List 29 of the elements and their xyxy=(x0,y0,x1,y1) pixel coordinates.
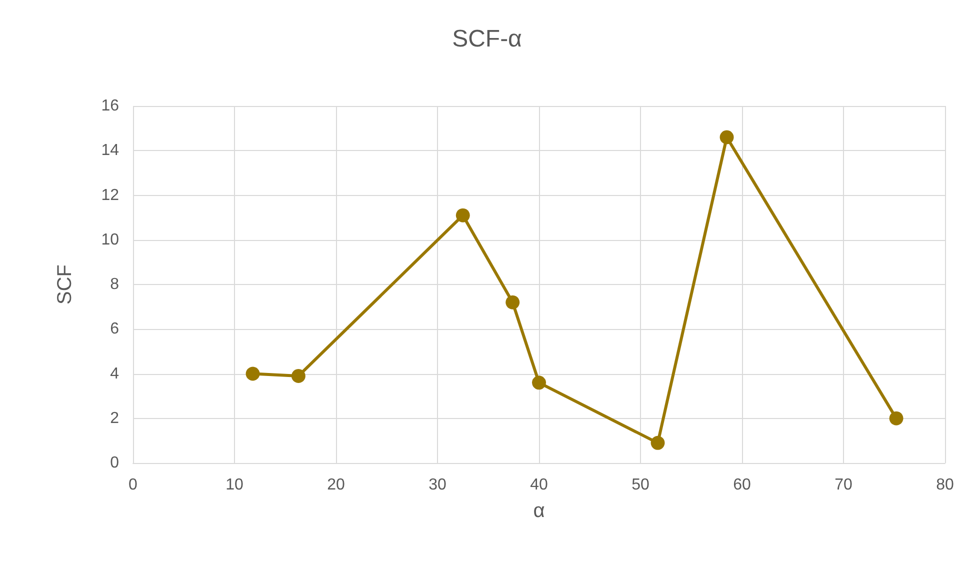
point xyxy=(889,411,904,426)
point xyxy=(291,368,306,383)
y-axis-title: SCF xyxy=(54,264,76,304)
point xyxy=(246,366,260,381)
y-tick-label: 0 xyxy=(110,454,120,472)
y-tick-label: 6 xyxy=(110,320,120,338)
x-tick-label: 0 xyxy=(128,476,138,494)
y-tick-label: 4 xyxy=(110,365,120,382)
y-tick-label: 14 xyxy=(101,142,120,160)
chart-title: SCF-α xyxy=(452,26,522,52)
x-tick-label: 10 xyxy=(226,476,244,494)
x-tick-label: 60 xyxy=(733,476,751,494)
y-tick-label: 8 xyxy=(110,276,120,293)
point xyxy=(506,295,520,310)
y-tick-label: 16 xyxy=(101,98,120,114)
x-tick-label: 20 xyxy=(327,476,345,494)
x-tick-label: 40 xyxy=(530,476,548,494)
x-tick-label: 50 xyxy=(632,476,650,494)
x-tick-label: 30 xyxy=(428,476,446,494)
point xyxy=(650,436,665,450)
y-tick-label: 2 xyxy=(110,410,120,427)
y-tick-label: 10 xyxy=(101,231,120,248)
point xyxy=(456,208,470,222)
x-axis-title: α xyxy=(533,500,545,522)
y-tick-label: 12 xyxy=(101,186,120,204)
x-tick-label: 70 xyxy=(834,476,852,494)
point xyxy=(532,376,546,390)
x-tick-label: 80 xyxy=(936,476,954,494)
point xyxy=(720,130,734,144)
